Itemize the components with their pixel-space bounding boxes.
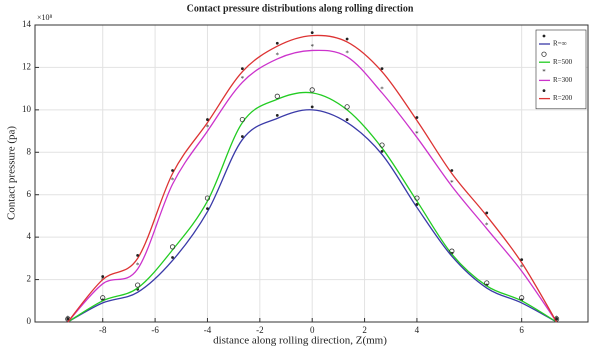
x-tick-label: -6 xyxy=(151,325,159,335)
data-point xyxy=(345,118,349,121)
legend-label: R=500 xyxy=(553,58,573,66)
plot-frame xyxy=(34,24,589,323)
data-point xyxy=(414,195,420,201)
y-tick-label: 4 xyxy=(27,231,32,241)
x-tick-label: 6 xyxy=(519,325,524,335)
data-point xyxy=(310,105,314,109)
data-point xyxy=(555,317,558,321)
data-point xyxy=(344,104,350,110)
data-point xyxy=(345,37,349,41)
data-point xyxy=(519,295,525,301)
data-point: * xyxy=(345,49,349,57)
data-point xyxy=(380,67,384,71)
x-axis-label: distance along rolling direction, Z(mm) xyxy=(213,335,387,347)
y-axis-label: Contact pressure (pa) xyxy=(6,126,18,220)
data-point: * xyxy=(206,124,210,132)
x-tick-label: 0 xyxy=(310,325,315,335)
y-tick-label: 14 xyxy=(22,19,32,29)
data-point xyxy=(415,116,419,119)
series-line xyxy=(67,91,557,323)
data-point: * xyxy=(520,264,524,272)
data-point: * xyxy=(136,262,140,270)
data-point: * xyxy=(310,43,314,51)
y-tick-label: 12 xyxy=(22,61,31,71)
data-point xyxy=(275,41,279,45)
data-point xyxy=(380,150,384,153)
series-line xyxy=(67,49,558,323)
y-tick-label: 0 xyxy=(27,316,32,326)
legend-label: R=300 xyxy=(553,76,573,84)
x-tick-label: -8 xyxy=(99,325,107,335)
legend-marker xyxy=(542,89,546,92)
data-point: * xyxy=(101,276,105,284)
y-tick-label: 8 xyxy=(27,146,32,156)
data-point: * xyxy=(276,52,280,60)
legend-label: R=∞ xyxy=(553,40,567,48)
data-point: * xyxy=(450,179,454,187)
data-point xyxy=(204,195,211,201)
data-point xyxy=(100,295,106,301)
data-point xyxy=(136,253,140,257)
legend-marker xyxy=(542,34,546,38)
data-point xyxy=(239,116,245,123)
data-point xyxy=(171,169,174,172)
y-tick-label: 6 xyxy=(27,189,32,199)
legend-box xyxy=(535,29,587,110)
x-tick-label: 2 xyxy=(362,325,367,335)
data-point xyxy=(274,93,280,99)
data-point: * xyxy=(415,130,419,138)
data-point xyxy=(379,142,385,148)
legend-marker: * xyxy=(542,68,546,76)
data-point xyxy=(275,113,279,117)
data-point xyxy=(171,256,174,259)
legend-marker xyxy=(541,51,547,57)
data-point xyxy=(169,244,176,250)
data-point xyxy=(206,207,209,211)
series-line xyxy=(67,34,558,323)
data-point xyxy=(415,203,419,206)
y-multiplier: ×10⁸ xyxy=(37,13,53,22)
x-tick-label: -4 xyxy=(204,325,212,335)
data-point xyxy=(484,280,490,286)
data-point xyxy=(520,258,524,261)
data-point xyxy=(310,31,314,35)
data-point xyxy=(449,248,455,254)
data-point xyxy=(450,169,454,172)
y-tick-label: 10 xyxy=(22,104,32,114)
data-point: * xyxy=(171,177,175,185)
data-point xyxy=(135,282,141,288)
x-tick-label: -2 xyxy=(256,325,264,335)
data-point xyxy=(101,275,105,278)
data-point xyxy=(240,67,244,71)
data-point xyxy=(309,87,315,93)
legend-label: R=200 xyxy=(553,94,573,102)
data-point xyxy=(485,211,489,215)
series-line xyxy=(67,109,557,323)
data-point: * xyxy=(380,85,384,93)
y-tick-label: 2 xyxy=(27,274,32,284)
data-point: * xyxy=(485,221,489,229)
chart-title: Contact pressure distributions along rol… xyxy=(187,3,414,14)
data-point xyxy=(240,135,244,138)
x-tick-label: 4 xyxy=(415,325,420,335)
data-point: * xyxy=(241,75,245,83)
data-point xyxy=(206,118,209,121)
data-point xyxy=(66,317,70,321)
